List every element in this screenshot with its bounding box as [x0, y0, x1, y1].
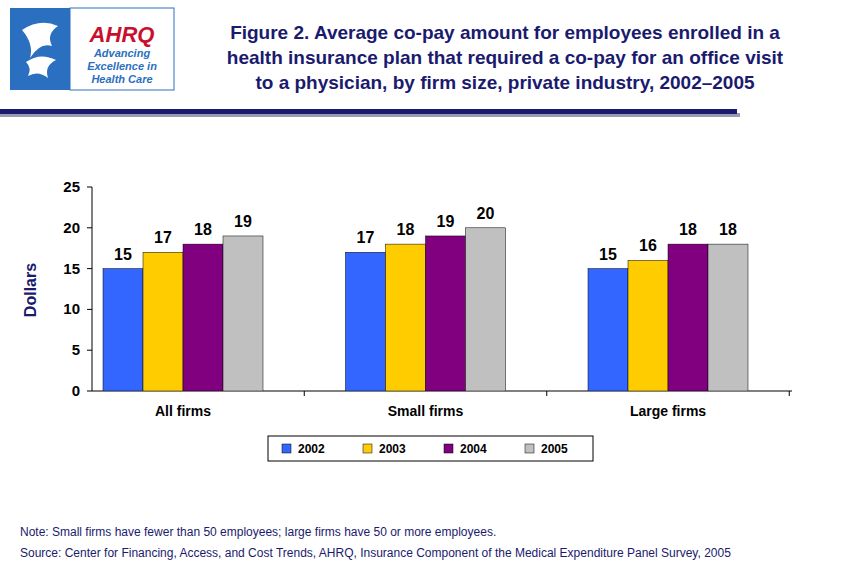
data-label: 18: [679, 221, 697, 238]
chart-root: AHRQAdvancingExcellence inHealth Care Fig…: [0, 0, 853, 576]
y-tick-label: 20: [63, 219, 80, 236]
bar: [466, 228, 506, 391]
y-axis: [92, 187, 93, 391]
data-label: 20: [477, 205, 495, 222]
title-line: Figure 2. Average co-pay amount for empl…: [230, 22, 780, 43]
hhs-eagle: [22, 23, 58, 58]
bar: [668, 244, 708, 391]
x-tick-label: All firms: [155, 403, 211, 419]
legend-swatch: [525, 444, 534, 453]
legend-label: 2002: [298, 442, 325, 456]
y-tick: [87, 268, 92, 269]
bar: [386, 244, 426, 391]
y-tick: [87, 350, 92, 351]
y-axis-label: Dollars: [22, 263, 39, 317]
legend-label: 2004: [460, 442, 487, 456]
y-tick-label: 10: [63, 300, 80, 317]
logo-text: Health Care: [91, 73, 152, 85]
data-label: 15: [599, 246, 617, 263]
x-tick: [546, 391, 547, 396]
legend: 2002 2003 2004 2005: [268, 436, 593, 461]
x-tick-label: Small firms: [388, 403, 464, 419]
title-line: health insurance plan that required a co…: [227, 47, 784, 68]
bars: [103, 228, 748, 391]
bar: [426, 236, 466, 391]
legend-box: [268, 436, 593, 461]
logo: AHRQAdvancingExcellence inHealth Care: [10, 8, 174, 90]
legend-label: 2003: [379, 442, 406, 456]
bar: [223, 236, 263, 391]
x-tick-label: Large firms: [630, 403, 706, 419]
data-label: 18: [397, 221, 415, 238]
y-tick-label: 0: [72, 382, 80, 399]
x-tick: [789, 391, 790, 396]
header-rule: [0, 109, 737, 114]
data-label: 18: [719, 221, 737, 238]
data-label: 17: [357, 229, 375, 246]
data-labels: 15 17 15 17 18 16 18 19 18 19 20 18: [114, 205, 737, 263]
data-label: 16: [639, 237, 657, 254]
y-tick: [87, 227, 92, 228]
legend-swatch: [282, 444, 291, 453]
hhs-logo: [10, 8, 70, 90]
bar: [183, 244, 223, 391]
bar: [588, 269, 628, 391]
bar: [708, 244, 748, 391]
x-tick: [304, 391, 305, 396]
note: Note: Small firms have fewer than 50 emp…: [20, 525, 496, 539]
ahrq-logo: [70, 8, 174, 90]
hhs-eagle: [26, 56, 56, 78]
title-line: to a physician, by firm size, private in…: [255, 72, 755, 93]
logo-text: AHRQ: [89, 22, 155, 47]
logo-text: Advancing: [93, 47, 151, 59]
bar: [143, 252, 183, 391]
bar: [103, 269, 143, 391]
legend-label: 2005: [541, 442, 568, 456]
legend-swatch: [444, 444, 453, 453]
data-label: 19: [234, 213, 252, 230]
y-tick-label: 5: [72, 341, 80, 358]
y-tick: [87, 309, 92, 310]
data-label: 15: [114, 246, 132, 263]
y-tick: [87, 187, 92, 188]
y-tick-label: 15: [63, 260, 80, 277]
title: Figure 2. Average co-pay amount for empl…: [227, 22, 784, 93]
bar: [628, 260, 668, 391]
note: Source: Center for Financing, Access, an…: [20, 546, 731, 560]
logo-text: Excellence in: [87, 60, 157, 72]
legend-swatch: [363, 444, 372, 453]
data-label: 17: [154, 229, 172, 246]
y-tick-label: 25: [63, 178, 80, 195]
bar: [346, 252, 386, 391]
data-label: 18: [194, 221, 212, 238]
y-tick: [87, 391, 92, 392]
data-label: 19: [437, 213, 455, 230]
